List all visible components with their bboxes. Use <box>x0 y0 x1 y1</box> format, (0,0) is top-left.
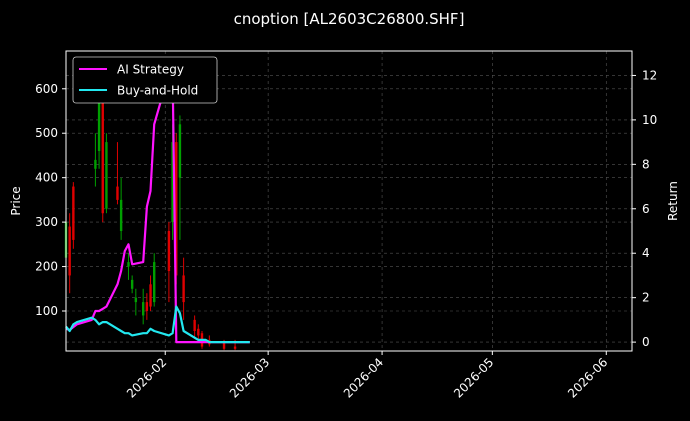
candle-body <box>94 159 97 169</box>
candle-body <box>167 231 171 271</box>
series-lines <box>65 72 250 344</box>
candle <box>149 275 152 311</box>
candle <box>167 222 171 303</box>
y2-tick-label: 6 <box>642 202 650 216</box>
candle <box>94 133 97 187</box>
y2-tick-label: 10 <box>642 113 657 127</box>
candle <box>175 133 178 285</box>
candle <box>68 213 71 294</box>
candle-body <box>141 302 145 316</box>
candle-body <box>222 342 226 349</box>
candle-body <box>134 297 138 303</box>
candle-body <box>153 262 156 303</box>
y-tick-label: 600 <box>35 82 58 96</box>
candle-body <box>119 199 123 231</box>
y-axis-left: 100 200 300 400 500 600 <box>35 82 66 318</box>
candle-body <box>72 186 75 240</box>
candle-body <box>105 142 108 209</box>
candle <box>134 288 138 316</box>
plot-frame <box>65 50 633 352</box>
candle <box>145 293 149 320</box>
legend-label-buy-and-hold: Buy-and-Hold <box>117 84 198 98</box>
candle-body <box>97 88 101 151</box>
candle <box>182 257 185 320</box>
candle <box>127 253 130 280</box>
y2-tick-label: 0 <box>642 335 650 349</box>
candle-body <box>193 319 196 331</box>
candle-body <box>68 226 71 276</box>
candle <box>141 288 145 325</box>
y2-tick-label: 2 <box>642 291 650 305</box>
candle-body <box>171 142 174 223</box>
legend-label-ai-strategy: AI Strategy <box>117 63 184 77</box>
series-line-ai-strategy <box>65 72 250 344</box>
candle <box>105 133 108 214</box>
candle-body <box>149 284 152 307</box>
y-tick-label: 400 <box>35 171 58 185</box>
candle <box>197 324 200 340</box>
candle <box>116 142 119 205</box>
candle <box>178 115 182 240</box>
candle-body <box>178 124 182 178</box>
y2-tick-label: 4 <box>642 246 650 260</box>
candle <box>153 253 156 307</box>
candle-body <box>145 302 149 311</box>
y-tick-label: 200 <box>35 260 58 274</box>
candle-body <box>130 279 134 289</box>
candle-body <box>233 346 237 349</box>
candle-body <box>175 142 178 276</box>
candle-body <box>197 328 200 336</box>
candle <box>72 182 75 249</box>
candle-body <box>182 275 185 303</box>
y-axis-label: Price <box>9 186 23 215</box>
y-axis-right: 0 2 4 6 8 10 12 <box>632 68 657 349</box>
y2-tick-label: 12 <box>642 68 657 82</box>
y-tick-label: 300 <box>35 215 58 229</box>
candle-body <box>101 88 104 214</box>
candle <box>119 177 123 240</box>
series-line-buy-and-hold <box>65 305 250 344</box>
candle-body <box>127 262 130 267</box>
grid <box>66 51 632 351</box>
candle-body <box>116 186 119 200</box>
y-tick-label: 500 <box>35 126 58 140</box>
y2-tick-label: 8 <box>642 157 650 171</box>
candle <box>130 275 134 294</box>
candle <box>101 84 104 223</box>
candle <box>193 315 196 338</box>
y2-axis-label: Return <box>666 181 680 221</box>
legend: AI Strategy Buy-and-Hold <box>72 56 218 104</box>
legend-box <box>72 56 218 104</box>
chart-title: cnoption [AL2603C26800.SHF] <box>234 10 465 28</box>
y-tick-label: 100 <box>35 304 58 318</box>
